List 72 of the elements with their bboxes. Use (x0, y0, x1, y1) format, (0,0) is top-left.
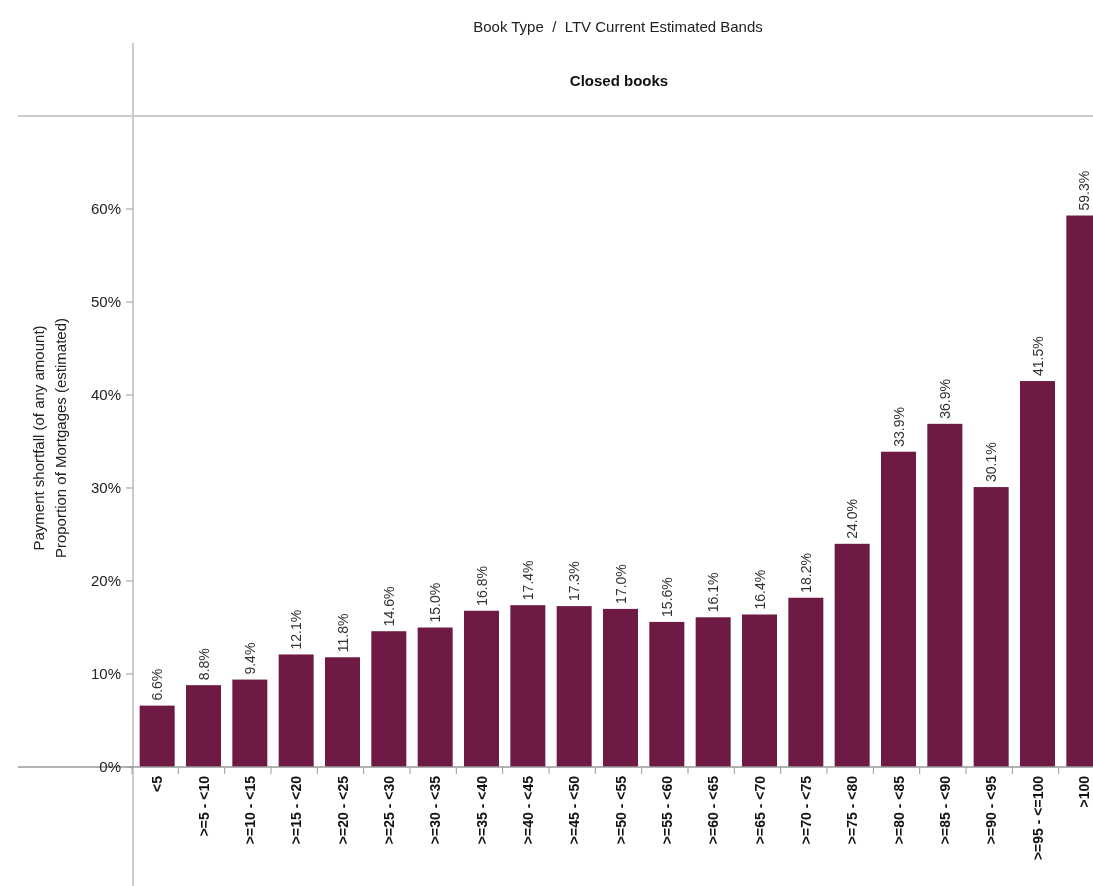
bar (278, 654, 314, 767)
data-label: 12.1% (288, 609, 305, 650)
x-tick-label: >=85 - <90 (936, 775, 953, 845)
bar (556, 606, 592, 767)
x-tick-label: <5 (149, 775, 166, 792)
y-tick-label: 10% (90, 665, 121, 683)
bar (417, 627, 453, 767)
bar (742, 614, 777, 767)
x-tick-label: >=35 - <40 (473, 775, 490, 845)
bar (881, 451, 916, 767)
bar (232, 679, 268, 767)
data-label: 18.2% (797, 553, 814, 593)
y-tick-label: 30% (90, 479, 121, 497)
data-label: 36.9% (936, 379, 953, 419)
y-tick-label: 60% (90, 200, 121, 218)
bar (973, 487, 1009, 767)
x-tick-label: >=75 - <80 (844, 775, 861, 845)
data-label: 15.0% (427, 582, 444, 623)
data-label: 9.4% (241, 642, 258, 675)
bar (371, 631, 407, 767)
x-tick-label: >=15 - <20 (288, 775, 305, 845)
x-tick-label: >=30 - <35 (427, 775, 444, 845)
x-tick-label: >=80 - <85 (890, 775, 907, 845)
x-tick-label: >=5 - <10 (195, 775, 212, 837)
data-label: 16.1% (705, 572, 722, 613)
bar (927, 423, 963, 767)
data-label: 17.4% (519, 560, 536, 601)
data-label: 30.1% (983, 442, 1000, 483)
x-tick-label: >=90 - <95 (983, 775, 1000, 845)
bar (186, 685, 221, 767)
y-tick-label: 50% (90, 293, 121, 311)
bar (695, 617, 731, 767)
x-tick-label: >=55 - <60 (658, 775, 675, 845)
x-tick-label: >100 (1075, 775, 1092, 808)
x-tick-label: >=95 - <=100 (1029, 775, 1046, 861)
x-tick-label: >=65 - <70 (751, 775, 768, 845)
data-label: 8.8% (195, 648, 212, 681)
y-tick-label: 20% (90, 572, 121, 590)
bar (1020, 381, 1055, 767)
data-label: 6.6% (149, 668, 166, 701)
bar (325, 657, 360, 767)
data-label: 59.3% (1075, 170, 1092, 211)
data-label: 17.3% (566, 561, 583, 602)
bar (139, 705, 175, 767)
bar (510, 605, 546, 767)
x-tick-label: >=70 - <75 (797, 775, 814, 845)
y-tick-label: 0% (99, 758, 121, 776)
x-tick-label: >=50 - <55 (612, 775, 629, 845)
x-tick-label: >=60 - <65 (705, 775, 722, 845)
x-tick-label: >=25 - <30 (380, 775, 397, 845)
y-axis-title: Payment shortfall (of any amount) Proportion of Mortgages (estimated) (30, 317, 69, 559)
bar (649, 621, 685, 767)
data-label: 16.4% (751, 569, 768, 610)
x-tick-label: >=20 - <25 (334, 775, 351, 845)
data-label: 24.0% (844, 499, 861, 539)
bar (603, 608, 638, 767)
x-tick-label: >=45 - <50 (566, 775, 583, 845)
data-label: 33.9% (890, 407, 907, 447)
data-label: 41.5% (1029, 336, 1046, 377)
bar (834, 543, 870, 767)
data-label: 15.6% (658, 577, 675, 617)
chart-subtitle: Closed books (569, 72, 669, 89)
chart-title: Book Type / LTV Current Estimated Bands (473, 18, 763, 35)
data-label: 16.8% (473, 566, 490, 606)
x-tick-label: >=10 - <15 (241, 775, 258, 845)
data-label: 11.8% (334, 613, 351, 653)
x-tick-label: >=40 - <45 (519, 775, 536, 845)
bar (788, 597, 824, 767)
data-label: 14.6% (380, 586, 397, 627)
y-tick-label: 40% (90, 386, 121, 404)
bar (464, 610, 499, 767)
data-label: 17.0% (612, 564, 629, 604)
